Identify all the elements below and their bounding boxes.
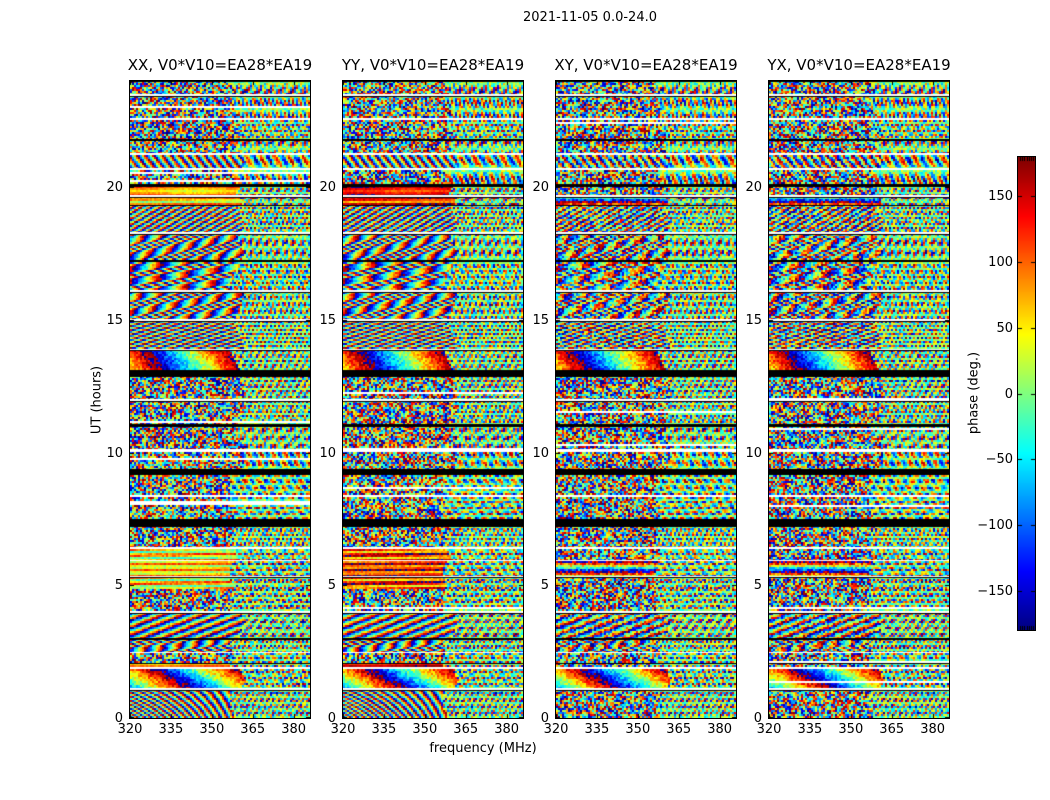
x-tick-label: 335 xyxy=(158,722,184,737)
heatmap-panel-yx xyxy=(768,80,950,719)
y-tick-label: 10 xyxy=(106,445,123,461)
figure-title: 2021-11-05 0.0-24.0 xyxy=(523,10,657,25)
colorbar-tick-label: 50 xyxy=(996,320,1013,336)
panel-title-yx: YX, V0*V10=EA28*EA19 xyxy=(767,56,951,74)
colorbar-tick-label: 100 xyxy=(988,255,1013,271)
x-tick-label: 335 xyxy=(584,722,610,737)
y-tick-label: 0 xyxy=(753,711,762,726)
panel-title-xy: XY, V0*V10=EA28*EA19 xyxy=(554,56,738,74)
y-tick-label: 15 xyxy=(532,312,549,328)
x-tick-label: 320 xyxy=(756,722,782,737)
y-tick-label: 5 xyxy=(540,578,549,594)
colorbar-tick-label: −150 xyxy=(977,583,1013,599)
colorbar-tick-label: −50 xyxy=(985,452,1013,468)
colorbar xyxy=(1017,156,1036,631)
x-tick-label: 350 xyxy=(625,722,651,737)
y-tick-label: 5 xyxy=(327,578,336,594)
x-tick-label: 365 xyxy=(666,722,692,737)
x-tick-label: 350 xyxy=(838,722,864,737)
x-tick-label: 380 xyxy=(494,722,520,737)
colorbar-tick-label: −100 xyxy=(977,517,1013,533)
x-tick-label: 335 xyxy=(797,722,823,737)
x-tick-label: 320 xyxy=(543,722,569,737)
panel-title-yy: YY, V0*V10=EA28*EA19 xyxy=(341,56,525,74)
y-tick-label: 5 xyxy=(114,578,123,594)
x-tick-label: 350 xyxy=(199,722,225,737)
y-tick-label: 0 xyxy=(114,711,123,726)
y-tick-label: 20 xyxy=(106,180,123,196)
y-tick-label: 20 xyxy=(532,180,549,196)
y-tick-label: 0 xyxy=(327,711,336,726)
heatmap-panel-yy xyxy=(342,80,524,719)
y-tick-label: 15 xyxy=(106,312,123,328)
colorbar-label: phase (deg.) xyxy=(966,351,982,435)
x-tick-label: 380 xyxy=(707,722,733,737)
x-tick-label: 320 xyxy=(117,722,143,737)
x-tick-label: 365 xyxy=(453,722,479,737)
x-tick-label: 350 xyxy=(412,722,438,737)
x-tick-label: 380 xyxy=(920,722,946,737)
y-axis-label: UT (hours) xyxy=(89,365,105,435)
heatmap-panel-xy xyxy=(555,80,737,719)
y-tick-label: 10 xyxy=(319,445,336,461)
y-tick-label: 10 xyxy=(745,445,762,461)
colorbar-tick-label: 0 xyxy=(1004,386,1013,402)
x-tick-label: 335 xyxy=(371,722,397,737)
x-tick-label: 380 xyxy=(281,722,307,737)
x-axis-label: frequency (MHz) xyxy=(429,741,537,756)
y-tick-label: 20 xyxy=(319,180,336,196)
y-tick-label: 10 xyxy=(532,445,549,461)
y-tick-label: 15 xyxy=(745,312,762,328)
x-tick-label: 320 xyxy=(330,722,356,737)
y-tick-label: 5 xyxy=(753,578,762,594)
x-tick-label: 365 xyxy=(879,722,905,737)
y-tick-label: 15 xyxy=(319,312,336,328)
x-tick-label: 365 xyxy=(240,722,266,737)
panel-title-xx: XX, V0*V10=EA28*EA19 xyxy=(127,56,313,74)
heatmap-panel-xx xyxy=(129,80,311,719)
y-tick-label: 0 xyxy=(540,711,549,726)
y-tick-label: 20 xyxy=(745,180,762,196)
colorbar-tick-label: 150 xyxy=(988,189,1013,205)
